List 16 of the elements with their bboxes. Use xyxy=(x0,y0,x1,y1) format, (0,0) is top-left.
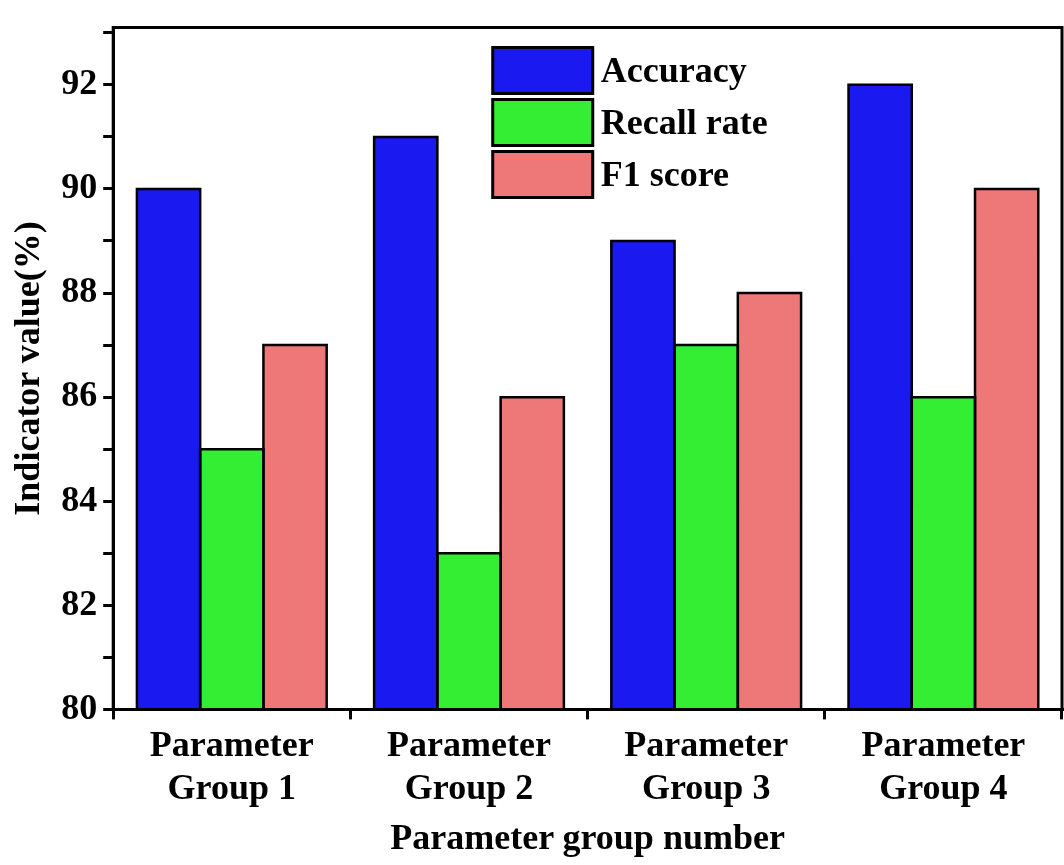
y-tick-label: 90 xyxy=(61,166,98,207)
x-tick-label: Parameter Group 4 xyxy=(861,724,1026,808)
legend-label: F1 score xyxy=(600,153,730,194)
x-tick-label: Parameter Group 1 xyxy=(149,724,314,808)
legend-label: Accuracy xyxy=(600,49,747,90)
y-axis-title: Indicator value(%) xyxy=(6,221,47,516)
x-tick-label: Parameter Group 2 xyxy=(387,724,551,808)
x-axis-title: Parameter group number xyxy=(390,816,785,857)
y-tick-label: 92 xyxy=(61,62,98,103)
y-tick-label: 82 xyxy=(61,582,98,623)
y-tick-label: 88 xyxy=(61,270,98,311)
y-tick-label: 84 xyxy=(61,478,98,519)
x-tick-label: Parameter Group 3 xyxy=(624,724,789,808)
y-tick-label: 86 xyxy=(61,374,98,415)
legend-label: Recall rate xyxy=(600,101,768,142)
y-tick-label: 80 xyxy=(61,686,98,727)
